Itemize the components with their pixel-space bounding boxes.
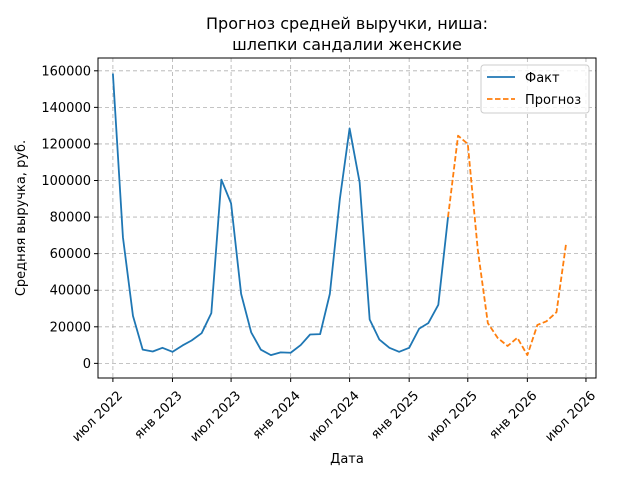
x-axis-label: Дата — [330, 452, 364, 467]
y-tick-label: 120000 — [41, 137, 91, 152]
y-tick-label: 60000 — [50, 247, 91, 262]
plot-area-frame — [97, 57, 597, 379]
y-tick-label: 140000 — [41, 101, 91, 116]
y-tick-label: 20000 — [50, 320, 91, 335]
series-lines — [111, 73, 568, 357]
y-tick-label: 0 — [83, 357, 91, 372]
series-line-fact — [111, 73, 449, 357]
y-tick-label: 100000 — [41, 174, 91, 189]
y-axis-ticks: 0 20000 40000 60000 80000 100000 120000 140000 1… — [41, 64, 98, 372]
y-axis-label: Средняя выручка, руб. — [14, 140, 29, 296]
legend: Факт Прогноз — [480, 64, 590, 114]
legend-label-fact: Факт — [525, 71, 560, 86]
y-tick-label: 40000 — [50, 284, 91, 299]
y-tick-label: 80000 — [50, 211, 91, 226]
chart-subtitle: шлепки сандалии женские — [232, 35, 462, 54]
legend-label-forecast: Прогноз — [525, 93, 581, 108]
grid — [98, 58, 596, 378]
series-line-forecast — [447, 134, 568, 357]
chart-title: Прогноз средней выручки, ниша: — [206, 14, 488, 33]
y-tick-label: 160000 — [41, 64, 91, 79]
